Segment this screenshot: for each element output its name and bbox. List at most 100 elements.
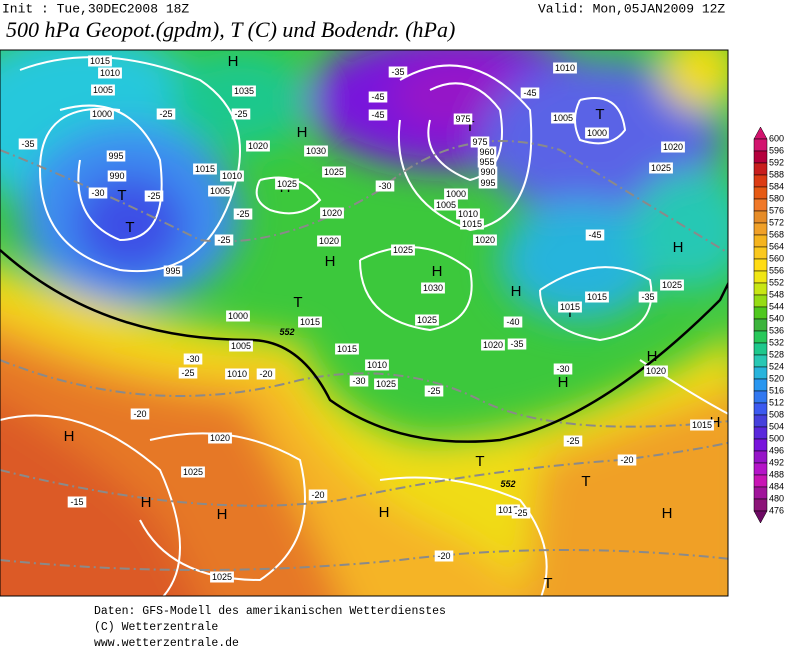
isobar-label: 1010 <box>367 360 387 370</box>
colorbar-swatch <box>753 210 768 224</box>
label-box <box>308 489 328 501</box>
isobar-label: 1005 <box>436 200 456 210</box>
isobar-label: 960 <box>479 147 494 157</box>
colorbar-label: 544 <box>769 301 784 311</box>
colorbar-swatch <box>753 234 768 248</box>
low-pressure-marker: T <box>125 219 134 236</box>
isobar-label: 995 <box>165 266 180 276</box>
isobar-label: 1010 <box>555 63 575 73</box>
colorbar-label: 492 <box>769 457 784 467</box>
colorbar-swatch <box>753 186 768 200</box>
label-box <box>481 339 505 351</box>
label-box <box>644 365 668 377</box>
colorbar-swatch <box>753 498 768 512</box>
footer-copyright: (C) Wetterzentrale <box>94 621 218 634</box>
colorbar-swatch <box>753 474 768 488</box>
label-box <box>585 127 609 139</box>
colorbar-swatch <box>753 462 768 476</box>
thickness-label: 552 <box>500 479 515 489</box>
temperature-label: -25 <box>566 436 579 446</box>
label-box <box>349 375 369 387</box>
label-box <box>208 185 232 197</box>
colorbar-swatch <box>753 174 768 188</box>
temperature-label: -25 <box>234 109 247 119</box>
colorbar-label: 596 <box>769 145 784 155</box>
map-field <box>0 50 728 596</box>
label-box <box>473 234 497 246</box>
label-box <box>320 207 344 219</box>
isobar-label: 1025 <box>212 572 232 582</box>
isobar-label: 1005 <box>231 341 251 351</box>
colorbar-label: 592 <box>769 157 784 167</box>
isobar-label: 990 <box>109 171 124 181</box>
isobar-label: 975 <box>472 137 487 147</box>
high-pressure-marker: H <box>558 374 569 391</box>
label-box <box>649 162 673 174</box>
temperature-label: -30 <box>378 181 391 191</box>
label-box <box>553 62 577 74</box>
label-box <box>232 85 256 97</box>
label-box <box>478 177 498 189</box>
label-box <box>208 432 232 444</box>
label-box <box>183 353 203 365</box>
isobar-label: 1005 <box>553 113 573 123</box>
label-box <box>421 282 445 294</box>
temperature-label: -40 <box>506 317 519 327</box>
colorbar-label: 548 <box>769 289 784 299</box>
high-pressure-marker: H <box>141 494 152 511</box>
colorbar-label: 532 <box>769 337 784 347</box>
label-box <box>193 163 217 175</box>
high-pressure-marker: H <box>297 124 308 141</box>
isobar-label: 1000 <box>92 109 112 119</box>
isobar-label: 1015 <box>692 420 712 430</box>
label-box <box>144 190 164 202</box>
isobar-label: 1020 <box>210 433 230 443</box>
colorbar-swatch <box>753 438 768 452</box>
label-box <box>275 178 299 190</box>
colorbar-swatch <box>753 150 768 164</box>
label-box <box>225 368 249 380</box>
temperature-label: -45 <box>523 88 536 98</box>
colorbar-swatch <box>753 426 768 440</box>
high-pressure-marker: H <box>325 253 336 270</box>
isobar-label: 1010 <box>458 209 478 219</box>
isobar-label: 1025 <box>324 167 344 177</box>
colorbar-label: 580 <box>769 193 784 203</box>
label-box <box>106 150 126 162</box>
label-box <box>231 108 251 120</box>
footer-source: Daten: GFS-Modell des amerikanischen Wet… <box>94 605 446 618</box>
colorbar-swatch <box>753 198 768 212</box>
colorbar-swatch <box>753 282 768 296</box>
isobar-label: 1015 <box>498 505 518 515</box>
label-box <box>246 140 270 152</box>
colorbar-label: 564 <box>769 241 784 251</box>
colorbar-label: 572 <box>769 217 784 227</box>
map-labels: HHHHHHHHHHHHHHHTTTTTTTTT1015101010051000… <box>18 53 720 592</box>
isobar-label: 1015 <box>462 219 482 229</box>
label-box <box>690 419 714 431</box>
label-box <box>256 368 276 380</box>
high-pressure-marker: H <box>64 428 75 445</box>
colorbar-swatch <box>753 330 768 344</box>
init-time: Init : Tue,30DEC2008 18Z <box>2 1 189 16</box>
isobar-label: 1000 <box>446 189 466 199</box>
colorbar-bottom-arrow <box>753 510 768 524</box>
label-box <box>88 55 112 67</box>
label-box <box>470 136 490 148</box>
temperature-label: -20 <box>133 409 146 419</box>
label-box <box>88 187 108 199</box>
label-box <box>107 170 127 182</box>
label-box <box>67 496 87 508</box>
colorbar-label: 536 <box>769 325 784 335</box>
colorbar-label: 584 <box>769 181 784 191</box>
isobar-label: 995 <box>108 151 123 161</box>
label-box <box>520 87 540 99</box>
colorbar-swatch <box>753 414 768 428</box>
temperature-label: -35 <box>510 339 523 349</box>
label-box <box>335 343 359 355</box>
temperature-label: -45 <box>371 110 384 120</box>
temperature-label: -25 <box>236 209 249 219</box>
label-box <box>375 180 395 192</box>
colorbar-label: 496 <box>769 445 784 455</box>
